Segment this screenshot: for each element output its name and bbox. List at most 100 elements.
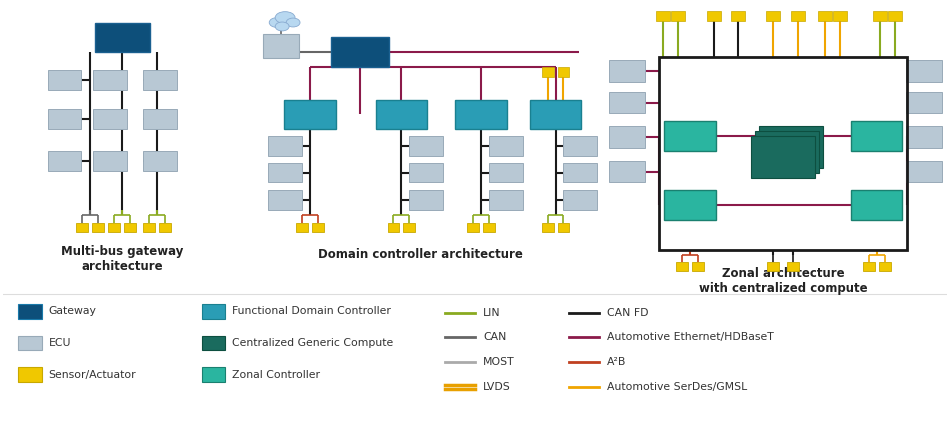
Bar [375,99,428,129]
Bar [483,223,495,232]
Bar [530,99,581,129]
Bar [201,367,225,382]
Bar [906,60,942,82]
Bar [124,223,136,232]
Ellipse shape [276,22,289,31]
Bar [542,223,554,232]
Text: Functional Domain Controller: Functional Domain Controller [233,306,391,316]
Bar [95,22,150,52]
Text: LVDS: LVDS [483,382,511,392]
Bar [768,262,779,271]
Text: LIN: LIN [483,308,501,318]
Bar [18,304,42,319]
Bar [404,223,415,232]
Bar [767,11,780,21]
Bar [819,11,832,21]
Bar [201,336,225,350]
Bar [142,110,177,129]
Text: Gateway: Gateway [48,306,96,316]
Ellipse shape [276,12,295,23]
Ellipse shape [286,18,300,27]
Bar [284,99,335,129]
Bar [656,11,671,21]
Bar [93,151,127,171]
Bar [659,57,907,249]
Bar [791,11,805,21]
Bar [92,223,104,232]
Bar [48,70,82,90]
Text: Multi-bus gateway
architecture: Multi-bus gateway architecture [61,245,183,273]
Bar [331,37,389,67]
Bar [664,121,715,151]
Ellipse shape [789,151,803,160]
Bar [142,223,155,232]
Bar [18,367,42,382]
Bar [609,92,645,114]
Bar [489,136,522,156]
Bar [873,11,887,21]
Bar [609,126,645,148]
Ellipse shape [772,151,788,161]
Bar [108,223,120,232]
Bar [750,136,815,178]
Bar [93,70,127,90]
Bar [851,191,902,220]
Bar [489,163,522,183]
Bar [888,11,902,21]
Bar [851,121,902,151]
Text: Zonal architecture
with centralized compute: Zonal architecture with centralized comp… [699,268,867,295]
Bar [76,223,88,232]
Bar [558,223,569,232]
Bar [455,99,506,129]
Bar [558,67,569,77]
Text: Centralized Generic Compute: Centralized Generic Compute [233,338,393,348]
Text: MOST: MOST [483,357,515,367]
Text: Sensor/Actuator: Sensor/Actuator [48,370,136,380]
Bar [906,126,942,148]
Bar [201,304,225,319]
Bar [609,60,645,82]
Bar [489,191,522,210]
Ellipse shape [778,155,792,164]
Ellipse shape [269,18,285,27]
Ellipse shape [778,145,798,157]
Text: ECU: ECU [48,338,71,348]
Bar [707,11,720,21]
Bar [388,223,399,232]
Bar [312,223,324,232]
Bar [409,163,444,183]
Bar [833,11,847,21]
Bar [672,11,685,21]
Bar [732,11,746,21]
Bar [675,262,688,271]
Bar [879,262,890,271]
Bar [692,262,704,271]
Bar [142,70,177,90]
Bar [296,223,308,232]
Bar [48,151,82,171]
Bar [664,191,715,220]
Bar [409,191,444,210]
Bar [609,161,645,183]
Bar [563,136,598,156]
Bar [563,191,598,210]
Bar [467,223,479,232]
Bar [263,34,299,58]
Bar [268,191,302,210]
Bar [18,336,42,350]
Bar [409,136,444,156]
Text: Domain controller architecture: Domain controller architecture [318,248,522,260]
Bar [268,163,302,183]
Text: Automotive SerDes/GMSL: Automotive SerDes/GMSL [607,382,748,392]
Bar [788,262,799,271]
Bar [268,136,302,156]
Bar [159,223,171,232]
Text: Automotive Ethernet/HDBaseT: Automotive Ethernet/HDBaseT [607,333,774,342]
Bar [755,131,820,172]
Bar [759,126,824,168]
Bar [48,110,82,129]
Text: CAN: CAN [483,333,506,342]
Text: Zonal Controller: Zonal Controller [233,370,320,380]
Bar [563,163,598,183]
Bar [863,262,875,271]
